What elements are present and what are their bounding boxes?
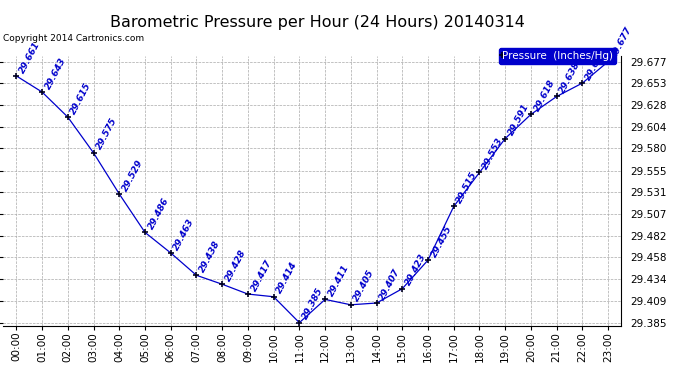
Text: 29.615: 29.615 [69,81,93,116]
Text: 29.463: 29.463 [172,217,196,252]
Text: 29.438: 29.438 [198,239,222,274]
Text: 29.515: 29.515 [455,170,480,205]
Text: 29.677: 29.677 [609,26,633,60]
Legend: Pressure  (Inches/Hg): Pressure (Inches/Hg) [499,48,615,64]
Text: 29.407: 29.407 [378,267,402,302]
Text: Barometric Pressure per Hour (24 Hours) 20140314: Barometric Pressure per Hour (24 Hours) … [110,15,525,30]
Text: 29.529: 29.529 [121,158,145,192]
Text: 29.643: 29.643 [43,56,68,91]
Text: 29.575: 29.575 [95,117,119,152]
Text: 29.414: 29.414 [275,261,299,296]
Text: 29.385: 29.385 [301,286,325,321]
Text: 29.486: 29.486 [146,196,170,231]
Text: 29.553: 29.553 [481,136,505,171]
Text: 29.638: 29.638 [558,60,582,95]
Text: 29.455: 29.455 [429,224,453,259]
Text: 29.428: 29.428 [224,248,248,283]
Text: 29.591: 29.591 [506,102,531,137]
Text: 29.618: 29.618 [532,78,557,113]
Text: Copyright 2014 Cartronics.com: Copyright 2014 Cartronics.com [3,34,145,43]
Text: 29.661: 29.661 [18,40,42,75]
Text: 29.405: 29.405 [352,268,377,303]
Text: 29.423: 29.423 [404,252,428,287]
Text: 29.417: 29.417 [249,258,273,292]
Text: 29.411: 29.411 [326,263,351,298]
Text: 29.653: 29.653 [584,47,608,82]
